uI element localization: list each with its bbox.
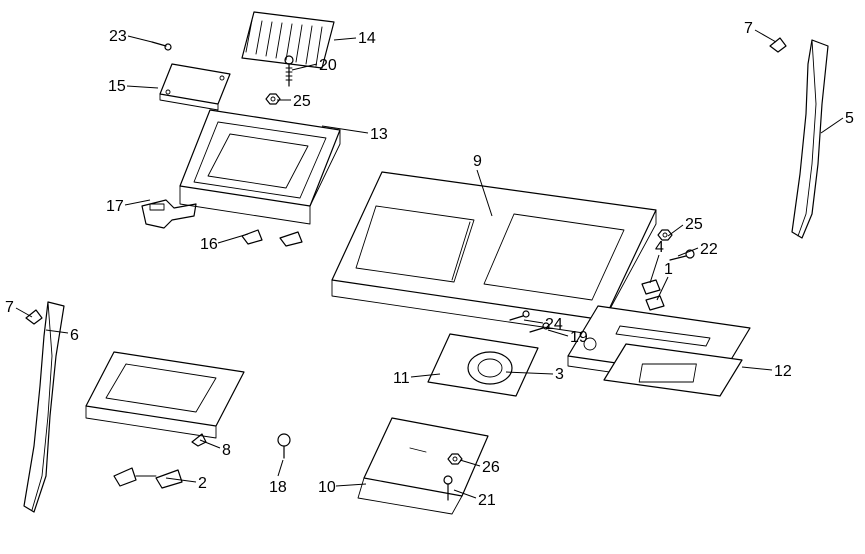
part-11-speaker-plate	[420, 326, 550, 416]
callout-11: 11	[393, 370, 410, 388]
callout-25a: 25	[293, 93, 311, 111]
exploded-diagram: { "diagram": { "type": "exploded-parts-d…	[0, 0, 865, 554]
callout-20: 20	[319, 57, 337, 75]
callout-2: 2	[198, 475, 207, 493]
callout-15: 15	[108, 78, 126, 96]
callout-24: 24	[545, 316, 563, 334]
part-16-bracket	[236, 218, 316, 252]
callout-19: 19	[570, 329, 588, 347]
part-17-bracket	[136, 186, 216, 236]
callout-16: 16	[200, 236, 218, 254]
part-24-screw	[506, 308, 532, 326]
part-21-screw	[436, 474, 462, 504]
callout-10: 10	[318, 479, 336, 497]
leader-lines	[0, 0, 865, 554]
callout-3: 3	[555, 366, 564, 384]
part-6-side-finisher-left	[16, 296, 76, 526]
part-23-screw	[148, 32, 178, 54]
part-7b-clip	[766, 32, 790, 54]
callout-4: 4	[655, 239, 664, 257]
callout-18: 18	[269, 479, 287, 497]
callout-8: 8	[222, 442, 231, 460]
callout-26: 26	[482, 459, 500, 477]
part-25a-nut	[264, 92, 282, 106]
callout-25b: 25	[685, 216, 703, 234]
callout-5: 5	[845, 110, 854, 128]
part-9-large-bezel	[324, 170, 664, 340]
part-left-small-bezel	[76, 344, 256, 454]
part-18-plug	[274, 432, 294, 462]
callout-17: 17	[106, 198, 124, 216]
part-26-nut	[446, 452, 464, 466]
callout-6: 6	[70, 327, 79, 345]
callout-7a: 7	[5, 299, 14, 317]
callout-22: 22	[700, 241, 718, 259]
callout-12: 12	[774, 363, 792, 381]
part-20-screw	[278, 54, 300, 94]
callout-1: 1	[664, 261, 673, 279]
part-15-cover-plate	[148, 60, 248, 120]
part-7a-clip	[22, 304, 46, 326]
callout-21: 21	[478, 492, 496, 510]
callout-7b: 7	[744, 20, 753, 38]
callout-23: 23	[109, 28, 127, 46]
part-13-housing	[160, 96, 360, 236]
callout-13: 13	[370, 126, 388, 144]
part-2-hinge	[108, 454, 198, 494]
part-12-radio-panel	[560, 298, 760, 408]
callout-9: 9	[473, 153, 482, 171]
part-5-side-finisher-right	[784, 34, 840, 244]
part-4-1-clip	[636, 278, 670, 314]
callout-14: 14	[358, 30, 376, 48]
part-8-clip	[188, 428, 208, 448]
